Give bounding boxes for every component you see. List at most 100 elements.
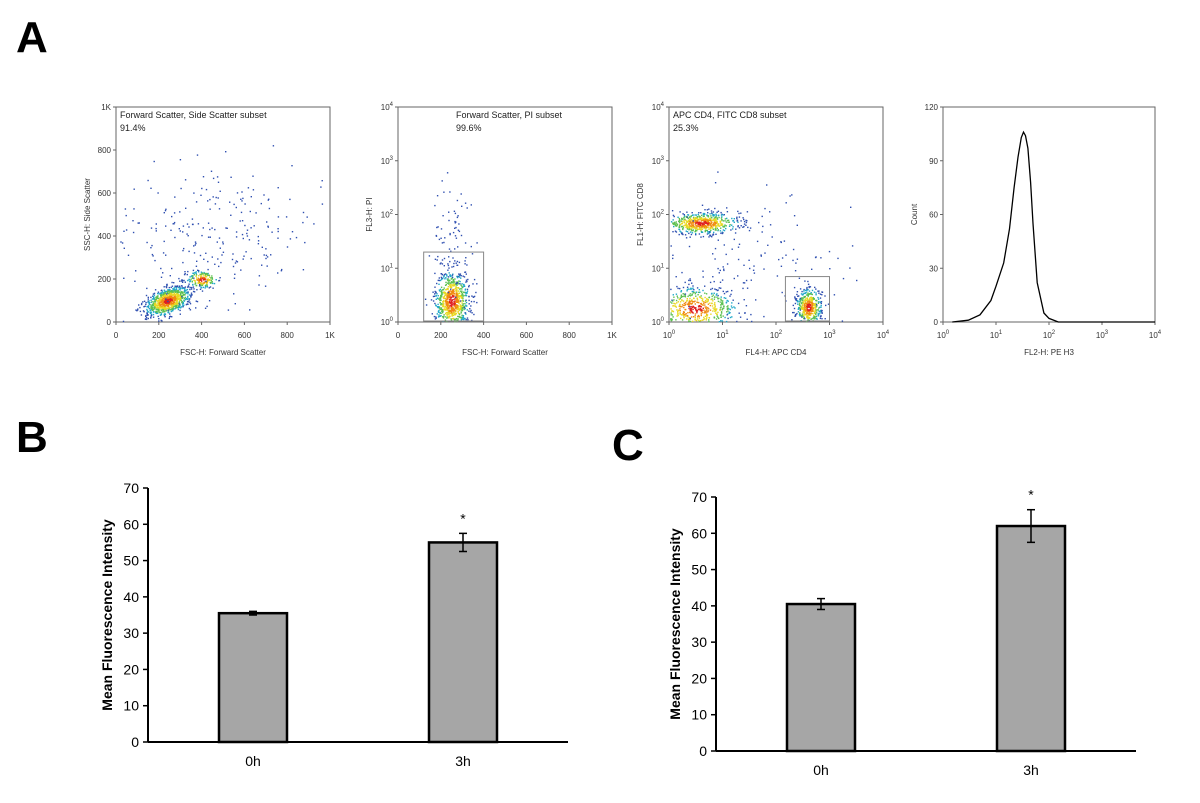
event-dot <box>704 304 706 306</box>
event-dot <box>164 290 166 293</box>
event-dot <box>437 310 440 312</box>
event-dot <box>698 289 700 291</box>
event-dot <box>724 220 726 222</box>
event-dot <box>809 286 812 288</box>
event-dot <box>436 282 438 285</box>
event-dot <box>182 249 184 252</box>
event-dot <box>703 219 705 221</box>
event-dot <box>808 309 810 312</box>
event-dot <box>689 226 691 228</box>
event-dot <box>804 280 806 282</box>
event-dot <box>155 308 157 311</box>
event-dot <box>681 221 683 223</box>
event-dot <box>204 284 207 287</box>
event-dot <box>809 308 812 310</box>
event-dot <box>168 295 170 298</box>
event-dot <box>801 307 803 309</box>
event-dot <box>437 311 440 313</box>
event-dot <box>700 302 702 305</box>
event-dot <box>705 319 707 321</box>
event-dot <box>165 298 167 300</box>
event-dot <box>216 241 218 243</box>
x-axis-label: FL4-H: APC CD4 <box>746 348 807 357</box>
event-dot <box>699 320 702 322</box>
event-dot <box>699 227 701 229</box>
event-dot <box>791 194 793 196</box>
event-dot <box>704 218 706 220</box>
event-dot <box>703 318 705 320</box>
event-dot <box>158 311 160 314</box>
event-dot <box>234 303 236 305</box>
event-dot <box>193 277 195 279</box>
event-dot <box>448 310 450 312</box>
event-dot <box>190 278 192 281</box>
event-dot <box>154 300 156 302</box>
event-dot <box>801 301 803 304</box>
event-dot <box>458 295 460 297</box>
event-dot <box>673 222 675 224</box>
event-dot <box>702 300 704 303</box>
event-dot <box>690 316 693 318</box>
event-dot <box>198 285 201 287</box>
gate-percent: 25.3% <box>673 123 699 133</box>
event-dot <box>678 233 680 236</box>
event-dot <box>807 313 810 315</box>
event-dot <box>161 292 163 294</box>
event-dot <box>693 226 695 229</box>
event-dot <box>448 297 450 299</box>
event-dot <box>737 221 739 223</box>
event-dot <box>197 281 200 284</box>
event-dot <box>841 320 844 322</box>
event-dot <box>192 269 195 272</box>
event-dot <box>709 219 711 222</box>
event-dot <box>161 300 163 302</box>
event-dot <box>695 234 697 236</box>
event-dot <box>178 291 181 293</box>
event-dot <box>172 303 175 305</box>
event-dot <box>810 310 813 313</box>
event-dot <box>801 290 803 293</box>
y-tick-label: 0 <box>934 318 939 327</box>
event-dot <box>712 276 714 278</box>
event-dot <box>469 308 471 310</box>
event-dot <box>708 320 710 323</box>
event-dot <box>435 304 437 306</box>
event-dot <box>138 222 140 224</box>
event-dot <box>449 286 451 288</box>
event-dot <box>168 303 170 306</box>
event-dot <box>440 299 442 301</box>
event-dot <box>448 256 450 258</box>
event-dot <box>746 318 748 320</box>
event-dot <box>743 218 745 221</box>
event-dot <box>455 318 457 320</box>
event-dot <box>708 317 711 319</box>
y-tick-label: 200 <box>98 275 112 284</box>
event-dot <box>797 308 799 310</box>
event-dot <box>167 302 169 304</box>
event-dot <box>689 222 692 224</box>
event-dot <box>176 298 178 301</box>
event-dot <box>715 294 717 296</box>
event-dot <box>447 315 449 317</box>
event-dot <box>291 165 293 167</box>
panel-label-a: A <box>16 13 48 62</box>
event-dot <box>671 210 674 212</box>
event-dot <box>817 290 819 292</box>
event-dot <box>716 293 718 295</box>
event-dot <box>723 268 725 270</box>
event-dot <box>820 306 822 308</box>
event-dot <box>435 317 437 319</box>
event-dot <box>849 267 851 269</box>
event-dot <box>204 285 207 288</box>
event-dot <box>712 213 714 216</box>
event-dot <box>681 304 684 306</box>
y-tick-label: 400 <box>98 232 112 241</box>
y-tick-label: 104 <box>652 102 665 112</box>
event-dot <box>448 307 450 309</box>
event-dot <box>193 291 196 293</box>
event-dot <box>812 316 815 318</box>
event-dot <box>706 313 708 315</box>
event-dot <box>174 236 176 239</box>
event-dot <box>466 309 468 311</box>
event-dot <box>448 310 450 313</box>
